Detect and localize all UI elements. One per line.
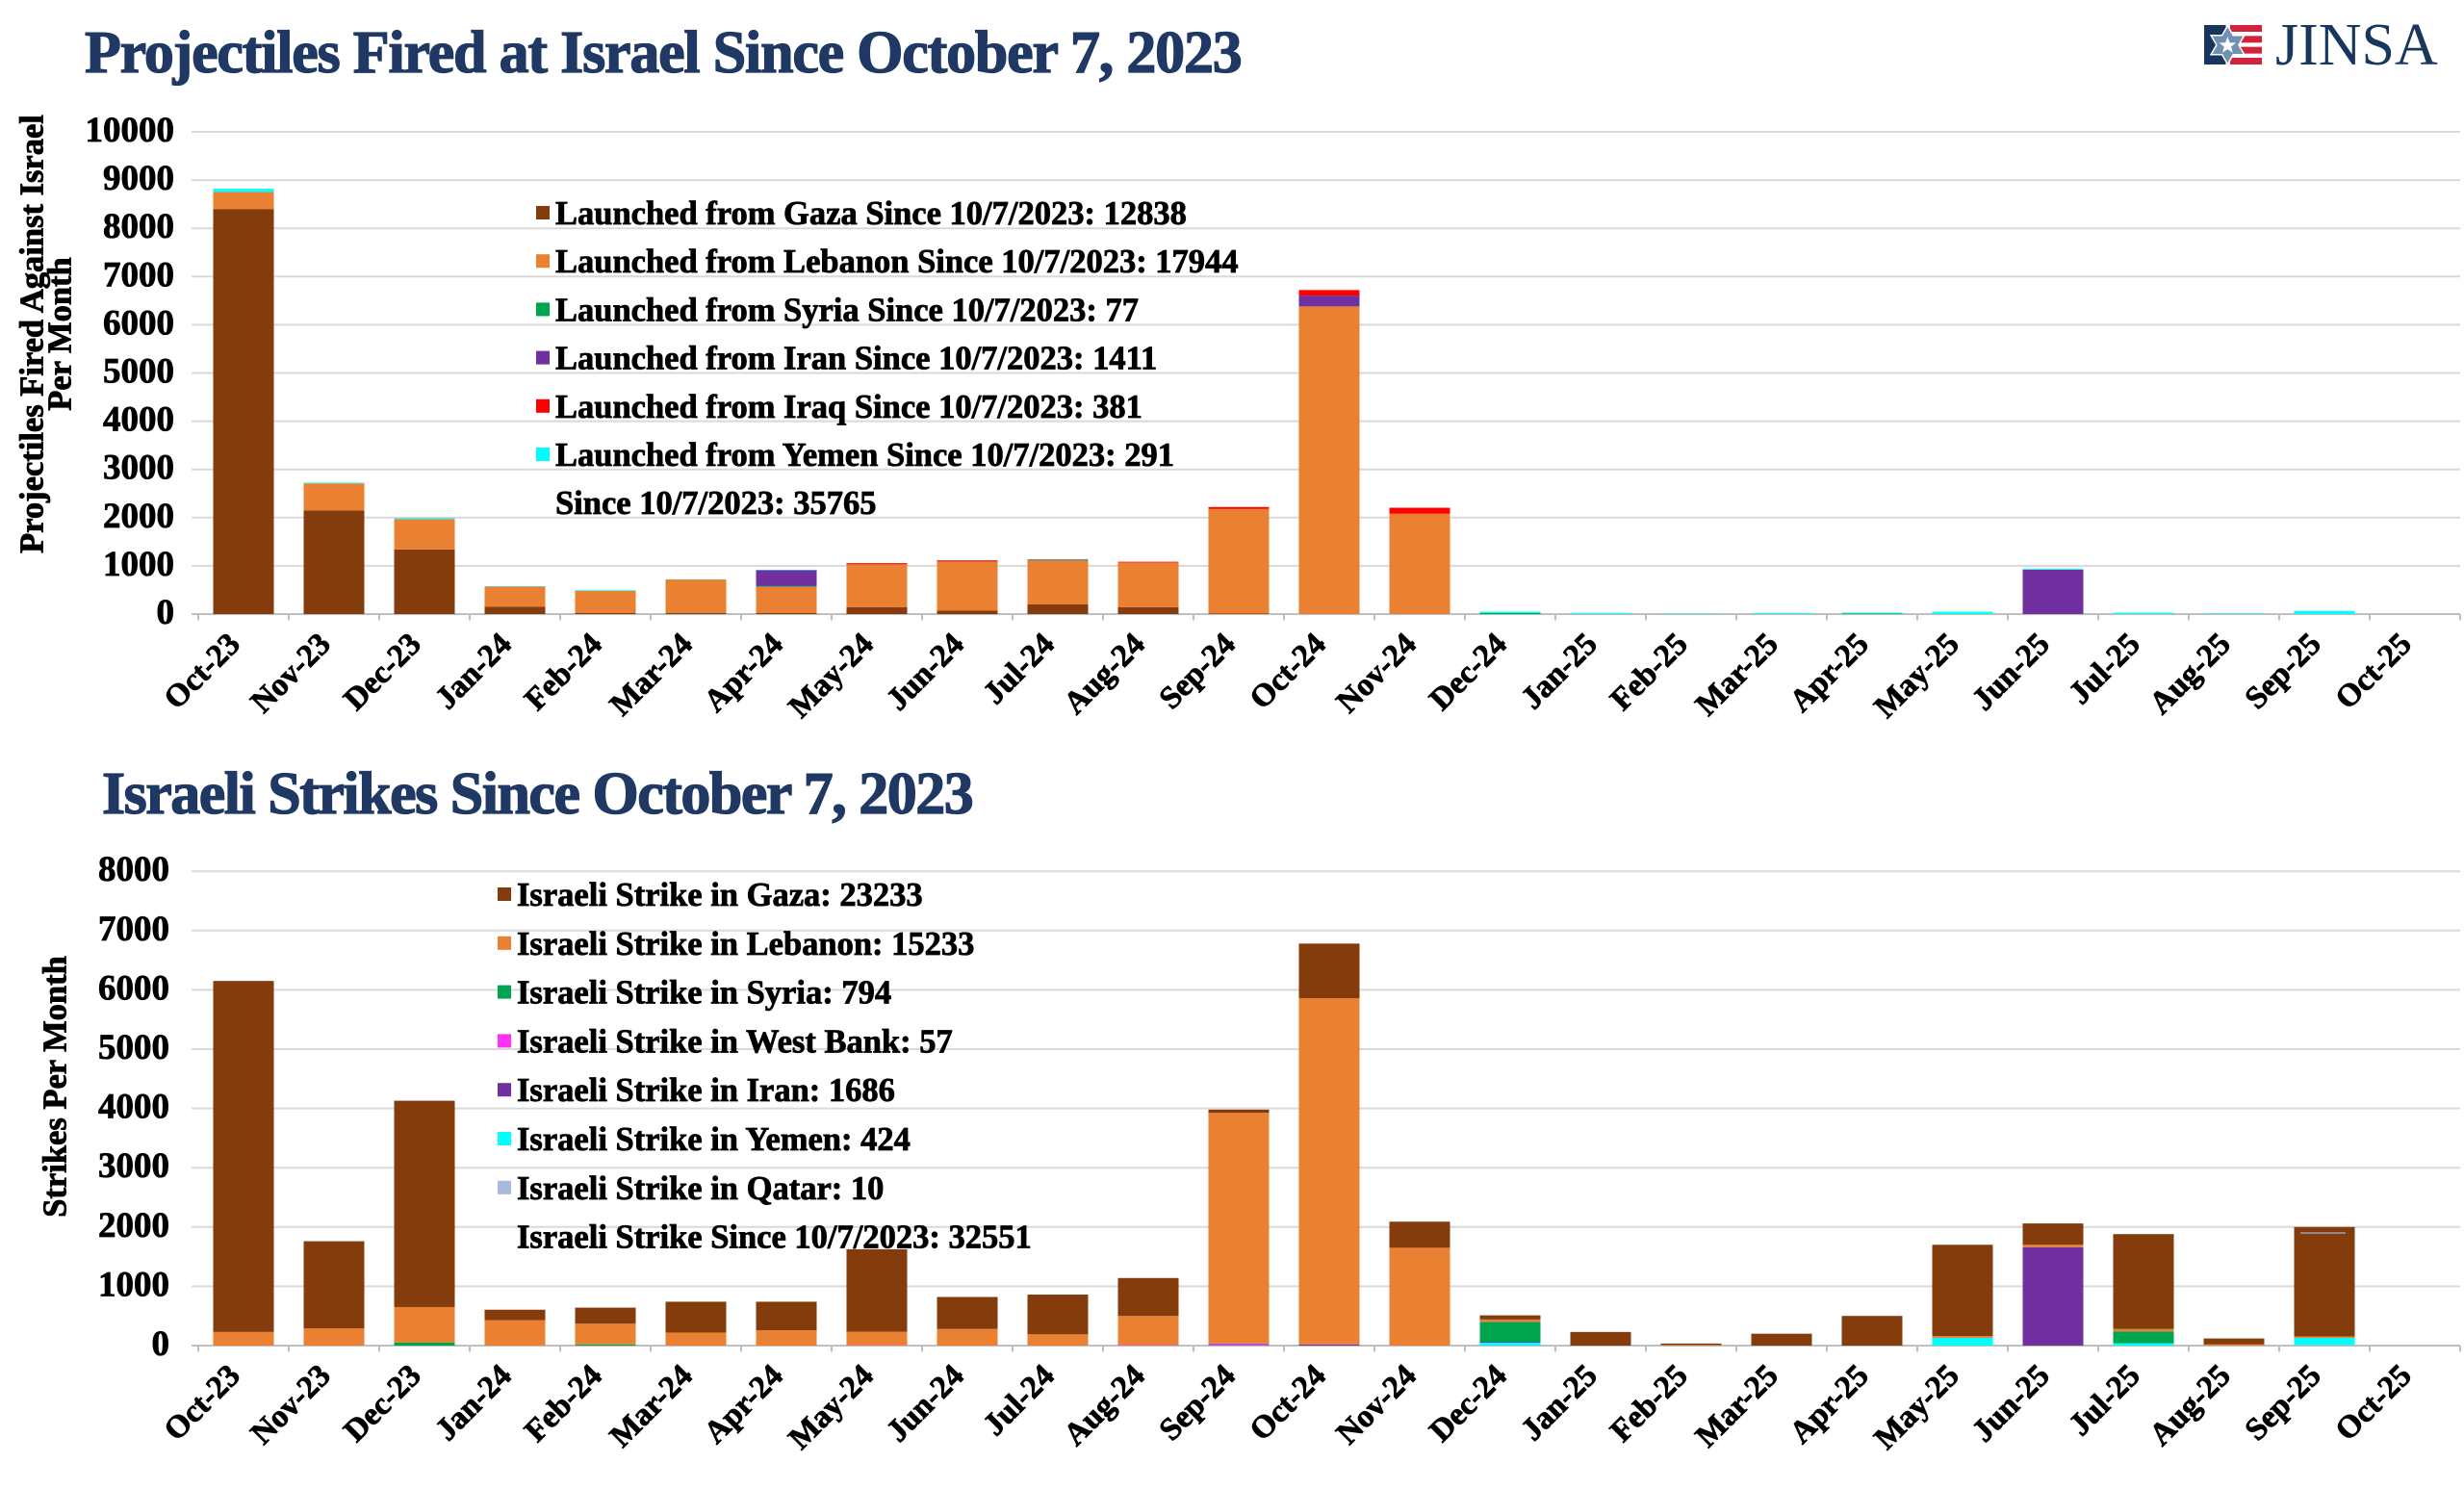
svg-text:6000: 6000 (103, 303, 174, 343)
svg-text:Projectiles Fired Against Isra: Projectiles Fired Against Israel (14, 115, 51, 553)
svg-text:Israeli Strike in West Bank: 5: Israeli Strike in West Bank: 57 (517, 1023, 953, 1060)
svg-text:Israeli Strike in Gaza: 23233: Israeli Strike in Gaza: 23233 (517, 877, 923, 913)
svg-text:Israeli Strike in Syria: 794: Israeli Strike in Syria: 794 (517, 975, 891, 1012)
svg-text:7000: 7000 (98, 910, 169, 949)
svg-text:1000: 1000 (98, 1265, 169, 1304)
svg-text:Israeli Strikes Since October: Israeli Strikes Since October 7, 2023 (102, 761, 972, 827)
svg-text:2000: 2000 (103, 497, 174, 536)
svg-text:Launched from Lebanon Since 10: Launched from Lebanon Since 10/7/2023: 1… (555, 244, 1239, 280)
svg-text:8000: 8000 (103, 207, 174, 246)
svg-text:6000: 6000 (98, 968, 169, 1008)
svg-text:3000: 3000 (103, 449, 174, 488)
svg-text:Launched from Gaza Since 10/7/: Launched from Gaza Since 10/7/2023: 1283… (555, 195, 1187, 232)
svg-text:Israeli Strike in Lebanon: 152: Israeli Strike in Lebanon: 15233 (517, 926, 974, 963)
svg-text:7000: 7000 (103, 255, 174, 295)
svg-text:Launched from Yemen Since 10/7: Launched from Yemen Since 10/7/2023: 291 (555, 437, 1174, 474)
svg-text:Launched from Iran Since 10/7/: Launched from Iran Since 10/7/2023: 1411 (555, 341, 1157, 377)
svg-text:5000: 5000 (103, 352, 174, 392)
svg-text:Israeli Strike in Yemen: 424: Israeli Strike in Yemen: 424 (517, 1121, 911, 1158)
svg-text:8000: 8000 (98, 850, 169, 889)
svg-text:Since 10/7/2023: 35765: Since 10/7/2023: 35765 (555, 485, 877, 522)
svg-text:5000: 5000 (98, 1028, 169, 1067)
svg-text:Israeli Strike Since 10/7/2023: Israeli Strike Since 10/7/2023: 32551 (517, 1219, 1032, 1256)
svg-text:0: 0 (152, 1324, 170, 1364)
svg-text:9000: 9000 (103, 159, 174, 198)
svg-text:3000: 3000 (98, 1146, 169, 1186)
svg-text:Launched from Iraq Since 10/7/: Launched from Iraq Since 10/7/2023: 381 (555, 389, 1142, 425)
svg-text:JINSA: JINSA (2275, 13, 2438, 78)
svg-text:Strikes Per Month: Strikes Per Month (38, 956, 74, 1218)
svg-text:2000: 2000 (98, 1206, 169, 1245)
svg-text:Projectiles Fired at Israel Si: Projectiles Fired at Israel Since Octobe… (85, 20, 1242, 86)
svg-text:Launched from Syria Since 10/7: Launched from Syria Since 10/7/2023: 77 (555, 292, 1139, 328)
svg-text:4000: 4000 (103, 400, 174, 440)
svg-text:4000: 4000 (98, 1088, 169, 1127)
svg-text:Israeli Strike in Qatar: 10: Israeli Strike in Qatar: 10 (517, 1170, 884, 1207)
svg-text:Per Month: Per Month (42, 257, 79, 410)
svg-text:0: 0 (157, 593, 175, 632)
svg-text:Israeli Strike in Iran: 1686: Israeli Strike in Iran: 1686 (517, 1072, 895, 1109)
svg-text:1000: 1000 (103, 545, 174, 584)
svg-text:10000: 10000 (86, 111, 175, 150)
